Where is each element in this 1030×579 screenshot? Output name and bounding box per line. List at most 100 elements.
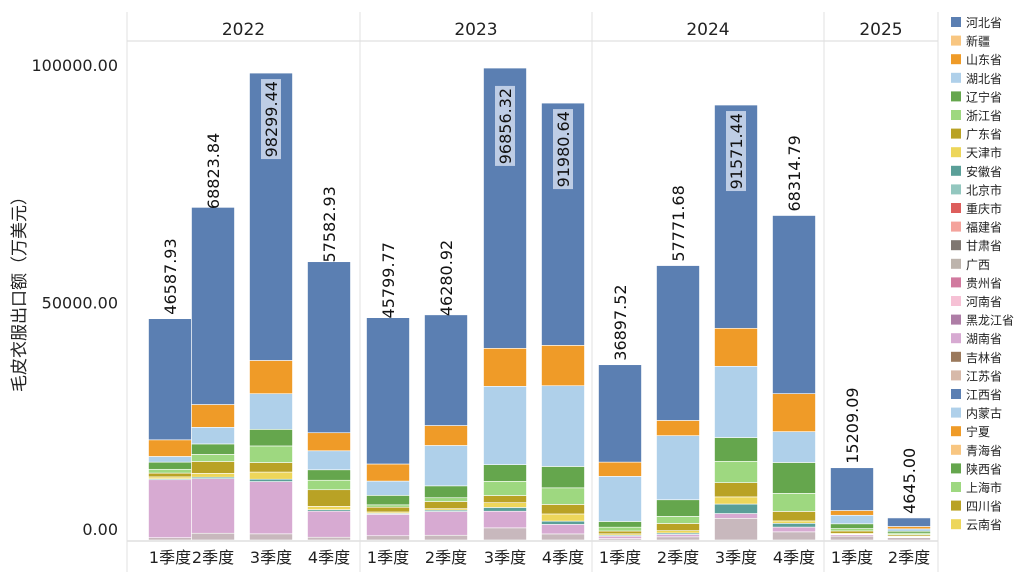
bar-segment-其他 (483, 527, 527, 541)
bar-segment-安徽省 (541, 520, 585, 525)
bar-segment-湖北省 (830, 514, 874, 525)
legend-swatch (951, 17, 961, 27)
legend-label: 广西 (966, 258, 990, 272)
bar-segment-天津市 (714, 496, 758, 505)
x-tick-label: 2季度 (425, 548, 467, 567)
bar-segment-山东省 (714, 327, 758, 367)
bar-segment-湖北省 (148, 456, 192, 463)
bar-segment-辽宁省 (148, 461, 192, 470)
legend-label: 甘肃省 (966, 239, 1002, 253)
legend-label: 重庆市 (966, 201, 1002, 216)
legend-label: 黑龙江省 (966, 314, 1014, 328)
bar-segment-其他 (830, 535, 874, 541)
bar-segment-天津市 (772, 520, 816, 524)
legend-label: 宁夏 (966, 424, 990, 439)
y-axis-title: 毛皮衣服出口额（万美元） (10, 188, 30, 392)
legend-swatch (951, 110, 961, 120)
x-tick-label: 2季度 (657, 548, 699, 567)
legend-swatch (951, 482, 961, 492)
bar-segment-其他 (249, 533, 293, 541)
legend-swatch (951, 35, 961, 46)
bar-segment-湖北省 (887, 528, 931, 532)
bar-segment-湖南省 (598, 535, 642, 539)
y-tick-label: 50000.00 (42, 294, 118, 313)
bar-segment-山东省 (541, 345, 585, 387)
bar-segment-天津市 (307, 506, 351, 510)
bar-segment-山东省 (366, 463, 410, 482)
bar-segment-山东省 (249, 360, 293, 395)
bar-segment-天津市 (483, 502, 527, 508)
bar-segment-广东省 (307, 489, 351, 507)
bar-segment-湖北省 (249, 393, 293, 430)
x-tick-label: 2季度 (888, 548, 930, 567)
bar-segment-浙江省 (772, 493, 816, 512)
bar-segment-湖南省 (148, 479, 192, 538)
total-label: 68314.79 (785, 135, 804, 211)
legend-label: 云南省 (966, 517, 1002, 532)
legend-swatch (951, 258, 961, 269)
legend-label: 湖南省 (966, 331, 1002, 346)
bar-segment-广东省 (541, 504, 585, 515)
total-label: 68823.84 (204, 133, 223, 209)
bar-segment-其他 (424, 534, 468, 541)
bar-segment-其他 (148, 537, 192, 541)
x-tick-label: 3季度 (250, 548, 292, 567)
legend-swatch (951, 389, 961, 399)
bar-segment-辽宁省 (830, 523, 874, 529)
bar-segment-湖北省 (714, 365, 758, 438)
bar-segment-湖南省 (772, 526, 816, 533)
legend-label: 江苏省 (966, 369, 1002, 383)
legend-swatch (951, 314, 961, 325)
bar-segment-天津市 (541, 513, 585, 522)
bar-segment-湖北省 (656, 435, 700, 501)
bar-segment-天津市 (656, 530, 700, 534)
legend-label: 福建省 (966, 220, 1002, 235)
x-tick-label: 4季度 (542, 548, 584, 567)
bar-segment-安徽省 (772, 523, 816, 528)
legend-label: 湖北省 (966, 71, 1002, 86)
legend-label: 辽宁省 (966, 89, 1002, 104)
bar-segment-湖南省 (656, 534, 700, 538)
legend-swatch (951, 277, 961, 288)
bar-segment-天津市 (249, 471, 293, 480)
total-label: 46587.93 (161, 238, 180, 314)
bar-segment-河北省 (483, 67, 527, 349)
legend-label: 山东省 (966, 53, 1002, 67)
total-label: 36897.52 (611, 284, 630, 360)
bar-segment-河北省 (148, 318, 192, 441)
bar-segment-浙江省 (191, 454, 235, 462)
legend-swatch (951, 221, 961, 232)
legend-label: 上海市 (966, 480, 1002, 495)
year-header-2023: 2023 (454, 20, 497, 40)
x-tick-label: 4季度 (308, 548, 350, 567)
bar-segment-安徽省 (249, 478, 293, 482)
legend-swatch (951, 165, 961, 176)
total-label: 15209.09 (843, 387, 862, 463)
bar-segment-辽宁省 (424, 485, 468, 499)
x-tick-label: 2季度 (192, 548, 234, 567)
bar-segment-山东省 (307, 432, 351, 452)
x-tick-label: 1季度 (367, 548, 409, 567)
bar-segment-湖北省 (598, 476, 642, 522)
y-tick-label: 100000.00 (31, 56, 118, 75)
legend-label: 内蒙古 (966, 406, 1002, 421)
bar-segment-辽宁省 (598, 521, 642, 528)
total-label: 96856.32 (496, 88, 515, 164)
bar-segment-河北省 (656, 265, 700, 421)
bar-segment-湖南省 (714, 513, 758, 519)
bar-segment-辽宁省 (541, 466, 585, 489)
bar-segment-其他 (541, 533, 585, 541)
year-header-2025: 2025 (859, 20, 902, 40)
year-header-2024: 2024 (686, 20, 729, 40)
bar-segment-辽宁省 (656, 499, 700, 517)
bar-segment-浙江省 (483, 481, 527, 496)
legend-label: 天津市 (966, 145, 1002, 160)
bar-segment-天津市 (191, 473, 235, 478)
bar-segment-河北省 (887, 517, 931, 527)
legend-label: 浙江省 (966, 109, 1002, 123)
bar-segment-山东省 (830, 510, 874, 516)
year-header-2022: 2022 (222, 20, 265, 40)
bar-segment-其他 (307, 536, 351, 541)
bar-segment-山东省 (772, 393, 816, 432)
bar-segment-湖北省 (483, 386, 527, 465)
